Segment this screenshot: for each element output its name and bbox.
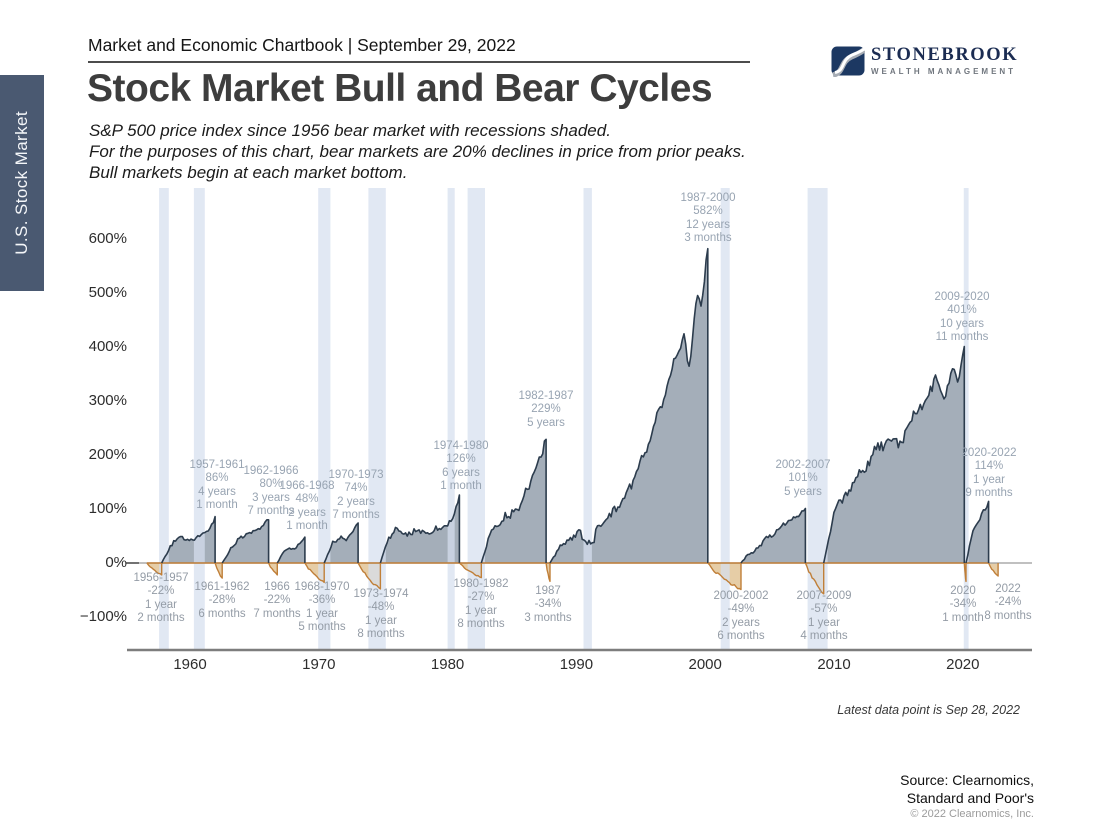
bear-line: [304, 562, 325, 584]
bull-area: [966, 501, 989, 563]
x-tick-label: 1990: [559, 656, 594, 673]
recession-band: [467, 188, 485, 649]
bear-line: [458, 562, 482, 579]
x-tick-label: 2000: [688, 656, 722, 673]
bull-area: [741, 508, 806, 563]
cycle-lines: [126, 247, 1032, 652]
bear-annotation: 1966 -22% 7 months: [253, 581, 301, 620]
recession-band: [447, 188, 455, 649]
bear-line: [707, 562, 742, 591]
bear-annotation: 2007-2009 -57% 1 year 4 months: [796, 590, 852, 643]
bear-annotation: 2022 -24% 8 months: [984, 583, 1032, 622]
logo-tagline: WEALTH MANAGEMENT: [871, 67, 1017, 76]
bull-line: [221, 518, 270, 564]
recession-band: [807, 188, 828, 649]
bull-line: [276, 536, 306, 564]
y-tick-label: 300%: [88, 392, 127, 409]
bull-line: [965, 500, 990, 564]
bear-annotation: 1980-1982 -27% 1 year 8 months: [453, 578, 509, 631]
x-tick-label: 1970: [302, 656, 336, 673]
bull-annotation: 1982-1987 229% 5 years: [518, 390, 574, 429]
bear-line: [146, 562, 163, 576]
header-rule: [88, 61, 750, 63]
recession-band: [963, 188, 969, 649]
recession-band: [159, 188, 169, 649]
bull-line: [740, 507, 807, 564]
bull-line: [480, 438, 547, 564]
sidebar-tab-label: U.S. Stock Market: [12, 111, 31, 255]
y-tick-label: 600%: [88, 230, 127, 247]
bull-area: [222, 519, 269, 563]
bear-annotation: 2000-2002 -49% 2 years 6 months: [713, 590, 769, 643]
bear-area: [146, 563, 162, 575]
chartbook-header: Market and Economic Chartbook | Septembe…: [88, 35, 516, 55]
bear-line: [804, 562, 825, 595]
stonebrook-logo-icon: [831, 46, 866, 82]
bull-line: [160, 515, 216, 564]
bull-annotation: 1970-1973 74% 2 years 7 months: [328, 469, 384, 522]
company-logo: STONEBROOK WEALTH MANAGEMENT: [831, 46, 1018, 82]
bull-area: [277, 537, 305, 563]
sidebar-tab-us-stock-market[interactable]: U.S. Stock Market: [0, 75, 44, 291]
bull-line: [822, 345, 966, 564]
y-tick-label: 100%: [88, 500, 127, 517]
recession-band: [720, 188, 730, 649]
bull-annotation: 1974-1980 126% 6 years 1 month: [433, 440, 489, 493]
bear-line: [963, 562, 967, 583]
bear-line: [545, 562, 551, 583]
bull-area: [481, 439, 547, 563]
x-tick-label: 1980: [430, 656, 465, 673]
bear-annotation: 1987 -34% 3 months: [524, 585, 572, 624]
x-tick-label: 1960: [173, 656, 207, 673]
bull-line: [323, 522, 359, 564]
source-note: Source: Clearnomics, Standard and Poor's: [900, 771, 1034, 807]
recession-bands: [159, 188, 969, 649]
recession-band: [318, 188, 331, 649]
bear-annotation: 1956-1957 -22% 1 year 2 months: [133, 572, 189, 625]
recession-band: [583, 188, 592, 649]
bull-annotation: 1957-1961 86% 4 years 1 month: [189, 459, 245, 512]
bull-area: [823, 346, 965, 563]
y-tick-label: 500%: [88, 284, 127, 301]
bear-annotation: 1961-1962 -28% 6 months: [194, 581, 250, 620]
bull-annotation: 2020-2022 114% 1 year 9 months: [961, 447, 1017, 500]
bull-area: [380, 495, 460, 563]
y-tick-label: 200%: [88, 446, 127, 463]
x-tick-label: 2010: [817, 656, 851, 673]
bull-line: [379, 494, 461, 564]
y-tick-label: −100%: [79, 608, 127, 625]
bull-annotation: 1966-1968 48% 2 years 1 month: [279, 480, 335, 533]
bull-line: [549, 247, 709, 564]
y-tick-label: 400%: [88, 338, 127, 355]
bear-annotation: 1973-1974 -48% 1 year 8 months: [353, 588, 409, 641]
bull-area: [324, 523, 359, 563]
source-line: Source: Clearnomics,: [900, 772, 1034, 788]
x-tick-label: 2020: [946, 656, 980, 673]
subtitle-line: Bull markets begin at each market bottom…: [89, 162, 408, 182]
bull-annotation: 2009-2020 401% 10 years 11 months: [934, 291, 990, 344]
bear-line: [987, 562, 999, 577]
bear-line: [357, 562, 382, 590]
bear-line: [214, 562, 223, 579]
bull-annotation: 1987-2000 582% 12 years 3 months: [680, 192, 736, 245]
page-title: Stock Market Bull and Bear Cycles: [87, 67, 713, 110]
bull-area: [550, 248, 708, 563]
bear-annotation: 1968-1970 -36% 1 year 5 months: [294, 581, 350, 634]
bear-line: [267, 562, 278, 576]
bull-annotation: 2002-2007 101% 5 years: [775, 459, 831, 498]
source-line: Standard and Poor's: [906, 790, 1034, 806]
latest-data-note: Latest data point is Sep 28, 2022: [837, 703, 1020, 717]
bear-annotation: 2020 -34% 1 month: [942, 585, 984, 624]
bear-area: [988, 563, 999, 576]
chart-subtitle: S&P 500 price index since 1956 bear mark…: [89, 121, 746, 183]
recession-band: [193, 188, 205, 649]
subtitle-line: For the purposes of this chart, bear mar…: [89, 141, 746, 161]
copyright-note: © 2022 Clearnomics, Inc.: [910, 808, 1034, 820]
y-tick-label: 0%: [105, 554, 127, 571]
bull-annotation: 1962-1966 80% 3 years 7 months: [243, 465, 299, 518]
recession-band: [368, 188, 386, 649]
subtitle-line: S&P 500 price index since 1956 bear mark…: [89, 121, 611, 140]
logo-name: STONEBROOK: [871, 45, 1019, 65]
